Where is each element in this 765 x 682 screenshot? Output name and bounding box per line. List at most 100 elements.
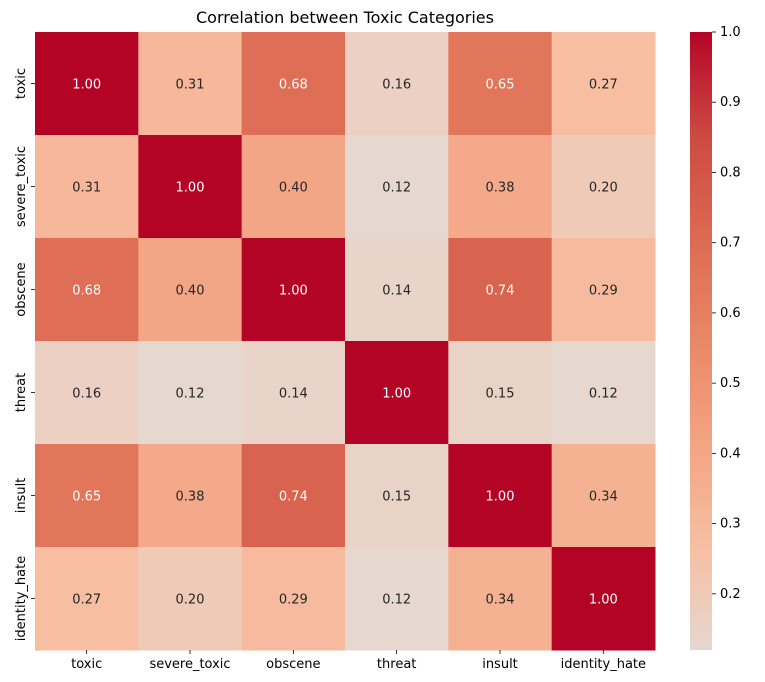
heatmap-cell	[138, 135, 243, 239]
colorbar-tick-label: 0.3	[720, 517, 741, 532]
y-tick-label: threat	[14, 373, 29, 412]
x-tick-label: threat	[377, 657, 416, 672]
cell-value-label: 0.34	[486, 593, 515, 608]
heatmap-cell	[345, 32, 449, 136]
heatmap-cell	[35, 341, 139, 445]
cell-value-label: 1.00	[589, 593, 618, 608]
heatmap-cell	[35, 238, 139, 342]
colorbar-tick-label: 0.4	[720, 446, 741, 461]
heatmap-cell	[448, 238, 553, 342]
cell-value-label: 0.15	[382, 490, 411, 505]
x-axis-ticks: toxic severe_toxic obscene threat insult iden…	[71, 650, 646, 672]
heatmap-cell	[138, 547, 243, 651]
cell-value-label: 0.74	[279, 490, 308, 505]
cell-value-label: 0.16	[72, 387, 101, 402]
cell-value-label: 0.27	[589, 78, 618, 93]
cell-value-label: 0.15	[486, 387, 515, 402]
y-tick-label: severe_toxic	[14, 146, 29, 227]
heatmap-cell	[448, 547, 553, 651]
heatmap-cells	[35, 32, 656, 651]
heatmap-cell	[448, 341, 553, 445]
cell-value-label: 0.68	[72, 284, 101, 299]
heatmap-cell	[138, 32, 243, 136]
heatmap-cell	[241, 238, 346, 342]
cell-value-label: 0.31	[72, 181, 101, 196]
cell-value-label: 0.12	[382, 181, 411, 196]
heatmap-cell	[35, 135, 139, 239]
heatmap-cell	[138, 238, 243, 342]
cell-value-label: 0.38	[486, 181, 515, 196]
heatmap-cell	[35, 444, 139, 548]
y-tick-label: insult	[14, 478, 29, 514]
x-tick-label: obscene	[266, 657, 320, 672]
heatmap-cell	[138, 341, 243, 445]
y-tick-label: identity_hate	[14, 556, 29, 641]
cell-value-label: 0.14	[279, 387, 308, 402]
heatmap-cell	[241, 341, 346, 445]
cell-value-label: 0.65	[486, 78, 515, 93]
colorbar-tick-label: 0.9	[720, 95, 741, 110]
cell-value-label: 0.68	[279, 78, 308, 93]
cell-value-label: 0.65	[72, 490, 101, 505]
heatmap-cell	[551, 238, 656, 342]
colorbar-tick-label: 0.7	[720, 236, 741, 251]
heatmap-cell	[138, 444, 243, 548]
heatmap-cell	[551, 341, 656, 445]
x-tick-label: insult	[482, 657, 518, 672]
heatmap-cell	[448, 32, 553, 136]
cell-value-label: 1.00	[176, 181, 205, 196]
cell-value-label: 0.29	[279, 593, 308, 608]
cell-value-label: 0.74	[486, 284, 515, 299]
colorbar-tick-label: 1.0	[720, 25, 741, 40]
colorbar-tick-label: 0.8	[720, 165, 741, 180]
heatmap-cell-labels: 1.00 0.31 0.68 0.16 0.65 0.27 0.31 1.00 0.40 0.12…	[72, 78, 618, 608]
cell-value-label: 0.12	[589, 387, 618, 402]
x-tick-label: identity_hate	[561, 657, 646, 672]
heatmap-cell	[448, 444, 553, 548]
x-tick-label: severe_toxic	[149, 657, 230, 672]
heatmap-cell	[551, 547, 656, 651]
cell-value-label: 0.31	[176, 78, 205, 93]
heatmap-cell	[551, 32, 656, 136]
colorbar-tick-label: 0.2	[720, 587, 741, 602]
cell-value-label: 1.00	[72, 78, 101, 93]
cell-value-label: 0.34	[589, 490, 618, 505]
heatmap-cell	[551, 444, 656, 548]
cell-value-label: 0.27	[72, 593, 101, 608]
heatmap-cell	[35, 32, 139, 136]
heatmap-cell	[345, 547, 449, 651]
colorbar	[690, 32, 712, 650]
heatmap-cell	[241, 135, 346, 239]
chart-title: Correlation between Toxic Categories	[196, 8, 494, 27]
cell-value-label: 0.40	[176, 284, 205, 299]
cell-value-label: 0.40	[279, 181, 308, 196]
cell-value-label: 1.00	[486, 490, 515, 505]
cell-value-label: 0.16	[382, 78, 411, 93]
heatmap-cell	[448, 135, 553, 239]
cell-value-label: 0.20	[176, 593, 205, 608]
cell-value-label: 0.12	[382, 593, 411, 608]
colorbar-tick-label: 0.5	[720, 376, 741, 391]
cell-value-label: 0.14	[382, 284, 411, 299]
colorbar-tick-label: 0.6	[720, 306, 741, 321]
colorbar-ticks: 0.2 0.3 0.4 0.5 0.6 0.7 0.8 0.9 1.0	[712, 25, 741, 602]
cell-value-label: 1.00	[279, 284, 308, 299]
cell-value-label: 1.00	[382, 387, 411, 402]
heatmap-cell	[241, 444, 346, 548]
heatmap-cell	[551, 135, 656, 239]
heatmap-cell	[35, 547, 139, 651]
y-tick-label: obscene	[14, 262, 29, 316]
heatmap-cell	[345, 341, 449, 445]
heatmap-cell	[345, 238, 449, 342]
y-tick-label: toxic	[14, 68, 29, 99]
heatmap-cell	[345, 135, 449, 239]
heatmap-cell	[241, 32, 346, 136]
cell-value-label: 0.20	[589, 181, 618, 196]
heatmap-cell	[241, 547, 346, 651]
cell-value-label: 0.12	[176, 387, 205, 402]
heatmap-cell	[345, 444, 449, 548]
cell-value-label: 0.38	[176, 490, 205, 505]
cell-value-label: 0.29	[589, 284, 618, 299]
